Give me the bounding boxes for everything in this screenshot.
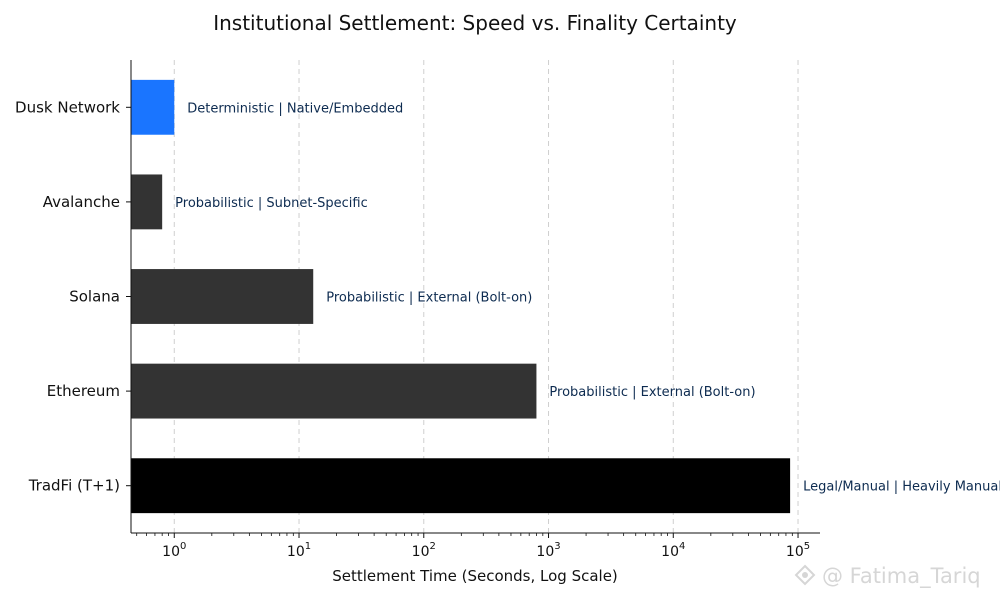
x-tick-label: 102 bbox=[412, 541, 436, 560]
watermark: @ Fatima_Tariq bbox=[794, 564, 981, 589]
bars bbox=[131, 79, 791, 514]
x-axis-title: Settlement Time (Seconds, Log Scale) bbox=[332, 567, 618, 585]
category-label: Solana bbox=[69, 288, 120, 306]
bar-ethereum bbox=[131, 363, 537, 419]
bar-annotation: Legal/Manual | Heavily Manual bbox=[803, 480, 1000, 495]
category-label: Avalanche bbox=[43, 193, 120, 211]
x-ticks: 100 101 102 103 104 105 bbox=[136, 533, 810, 560]
watermark-text: @ Fatima_Tariq bbox=[822, 564, 981, 589]
x-tick-label: 103 bbox=[536, 541, 560, 560]
x-tick-label: 105 bbox=[786, 541, 810, 560]
x-tick-label: 104 bbox=[661, 541, 685, 560]
category-labels: Dusk Network Avalanche Solana Ethereum TradF… bbox=[15, 98, 131, 495]
watermark-logo-icon bbox=[794, 564, 816, 586]
bar-dusk-network bbox=[131, 79, 175, 135]
x-tick-label: 100 bbox=[162, 541, 186, 560]
bar-solana bbox=[131, 269, 314, 324]
category-label: Dusk Network bbox=[15, 98, 120, 116]
category-label: TradFi (T+1) bbox=[28, 477, 120, 495]
bar-avalanche bbox=[131, 174, 163, 230]
bar-annotation: Probabilistic | External (Bolt-on) bbox=[549, 385, 755, 400]
bar-annotations: Deterministic | Native/Embedded Probabili… bbox=[175, 101, 1000, 494]
x-tick-label: 101 bbox=[287, 541, 311, 560]
category-label: Ethereum bbox=[47, 382, 120, 400]
chart-title: Institutional Settlement: Speed vs. Fina… bbox=[213, 11, 737, 35]
bar-annotation: Probabilistic | External (Bolt-on) bbox=[326, 291, 532, 306]
bar-annotation: Deterministic | Native/Embedded bbox=[187, 101, 403, 116]
bar-tradfi-t-1 bbox=[131, 458, 791, 514]
bar-annotation: Probabilistic | Subnet-Specific bbox=[175, 196, 368, 211]
